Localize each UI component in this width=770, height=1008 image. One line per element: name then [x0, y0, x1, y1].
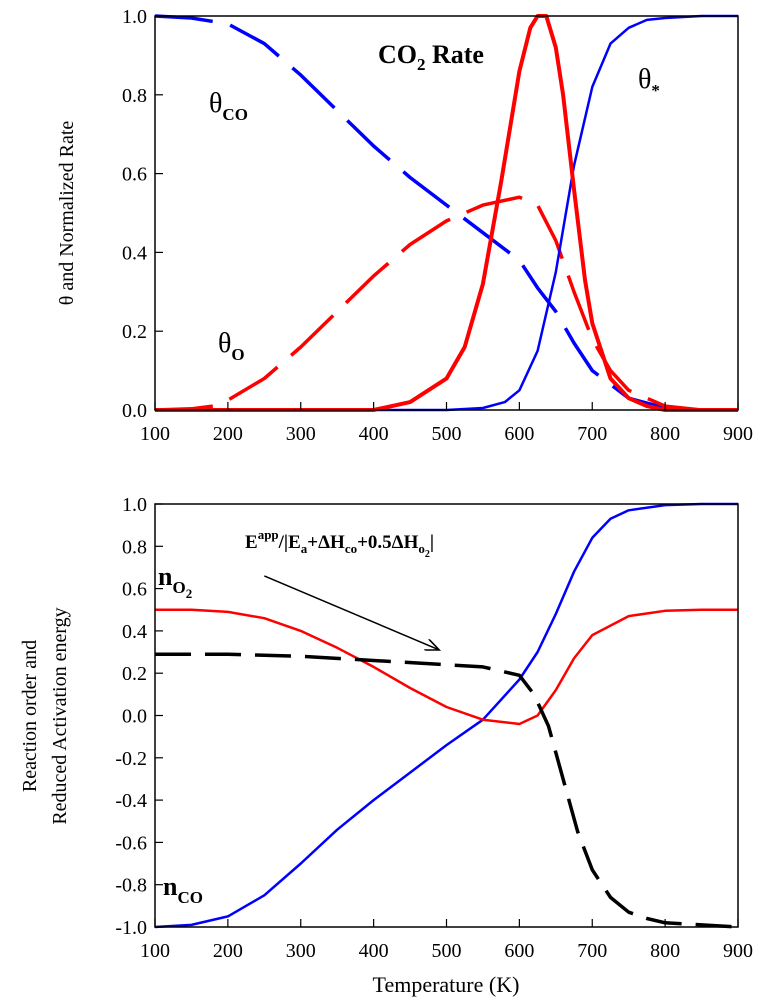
eapp-arrow: [264, 575, 439, 650]
n-co-label: nCO: [163, 872, 203, 907]
top-y-tick-label: 0.4: [122, 242, 147, 264]
bottom-y-tick-label: -0.6: [115, 832, 147, 854]
theta-o-label: θO: [218, 328, 245, 364]
n-o2-label: nO2: [158, 562, 192, 601]
top-x-tick-label: 300: [286, 423, 316, 445]
bottom-y-tick-label: -1.0: [115, 917, 147, 939]
theta-co-label: θCO: [209, 88, 248, 124]
bottom-x-tick-label: 300: [286, 940, 316, 962]
bottom-x-tick-label: 700: [577, 940, 607, 962]
bottom-y-tick-label: -0.8: [115, 875, 147, 897]
top-y-tick-label: 1.0: [122, 6, 147, 28]
bottom-y-tick-label: -0.4: [115, 790, 147, 812]
top-y-tick-label: 0.2: [122, 321, 147, 343]
bottom-x-tick-label: 800: [650, 940, 680, 962]
top-x-tick-label: 100: [140, 423, 170, 445]
bottom-x-tick-label: 900: [723, 940, 753, 962]
series-n-co: [154, 502, 738, 929]
bottom-x-tick-label: 600: [504, 940, 534, 962]
top-x-tick-label: 200: [213, 423, 243, 445]
theta-star-label: θ*: [638, 64, 660, 100]
co2-rate-label: CO2 Rate: [378, 40, 484, 74]
top-y-tick-label: 0.6: [122, 164, 147, 186]
bottom-y-tick-label: -0.2: [115, 748, 147, 770]
top-x-tick-label: 800: [650, 423, 680, 445]
bottom-y-tick-label: 0.8: [122, 536, 147, 558]
bottom-y-tick-label: 0.2: [122, 663, 147, 685]
bottom-y-tick-label: 0.4: [122, 621, 147, 643]
bottom-x-tick-label: 500: [432, 940, 462, 962]
top-y-tick-label: 0.0: [122, 400, 147, 422]
series-theta-star: [155, 14, 738, 412]
bottom-plot-frame: [154, 503, 739, 928]
top-x-tick-label: 500: [432, 423, 462, 445]
bottom-x-tick-label: 200: [213, 940, 243, 962]
bottom-y-axis-label-line2: Reduced Activation energy: [49, 607, 71, 824]
series-eapp: [155, 652, 739, 929]
top-x-tick-label: 400: [359, 423, 389, 445]
bottom-y-tick-label: 0.0: [122, 706, 147, 728]
top-chart: 0.0 0.2 0.4 0.6 0.8 1.0 100 200 300 400 500 600 700…: [56, 6, 753, 445]
x-axis-label: Temperature (K): [373, 972, 520, 997]
bottom-chart: -1.0 -0.8 -0.6 -0.4 -0.2 0.0 0.2 0.4 0.6 0.8 1.0 1…: [19, 494, 753, 997]
top-y-tick-label: 0.8: [122, 85, 147, 107]
series-theta-o: [154, 195, 738, 412]
bottom-y-tick-label: 1.0: [122, 494, 147, 516]
top-y-axis-label: θ and Normalized Rate: [56, 121, 78, 306]
top-x-tick-label: 700: [577, 423, 607, 445]
bottom-x-tick-label: 100: [140, 940, 170, 962]
top-x-tick-label: 900: [723, 423, 753, 445]
bottom-y-tick-label: 0.6: [122, 579, 147, 601]
eapp-label: Eapp/|Ea+ΔHco+0.5ΔHo2|: [245, 527, 434, 560]
bottom-x-tick-label: 400: [359, 940, 389, 962]
bottom-y-axis-label-line1: Reaction order and: [19, 640, 41, 792]
top-x-tick-label: 600: [504, 423, 534, 445]
series-n-o2: [155, 608, 738, 726]
